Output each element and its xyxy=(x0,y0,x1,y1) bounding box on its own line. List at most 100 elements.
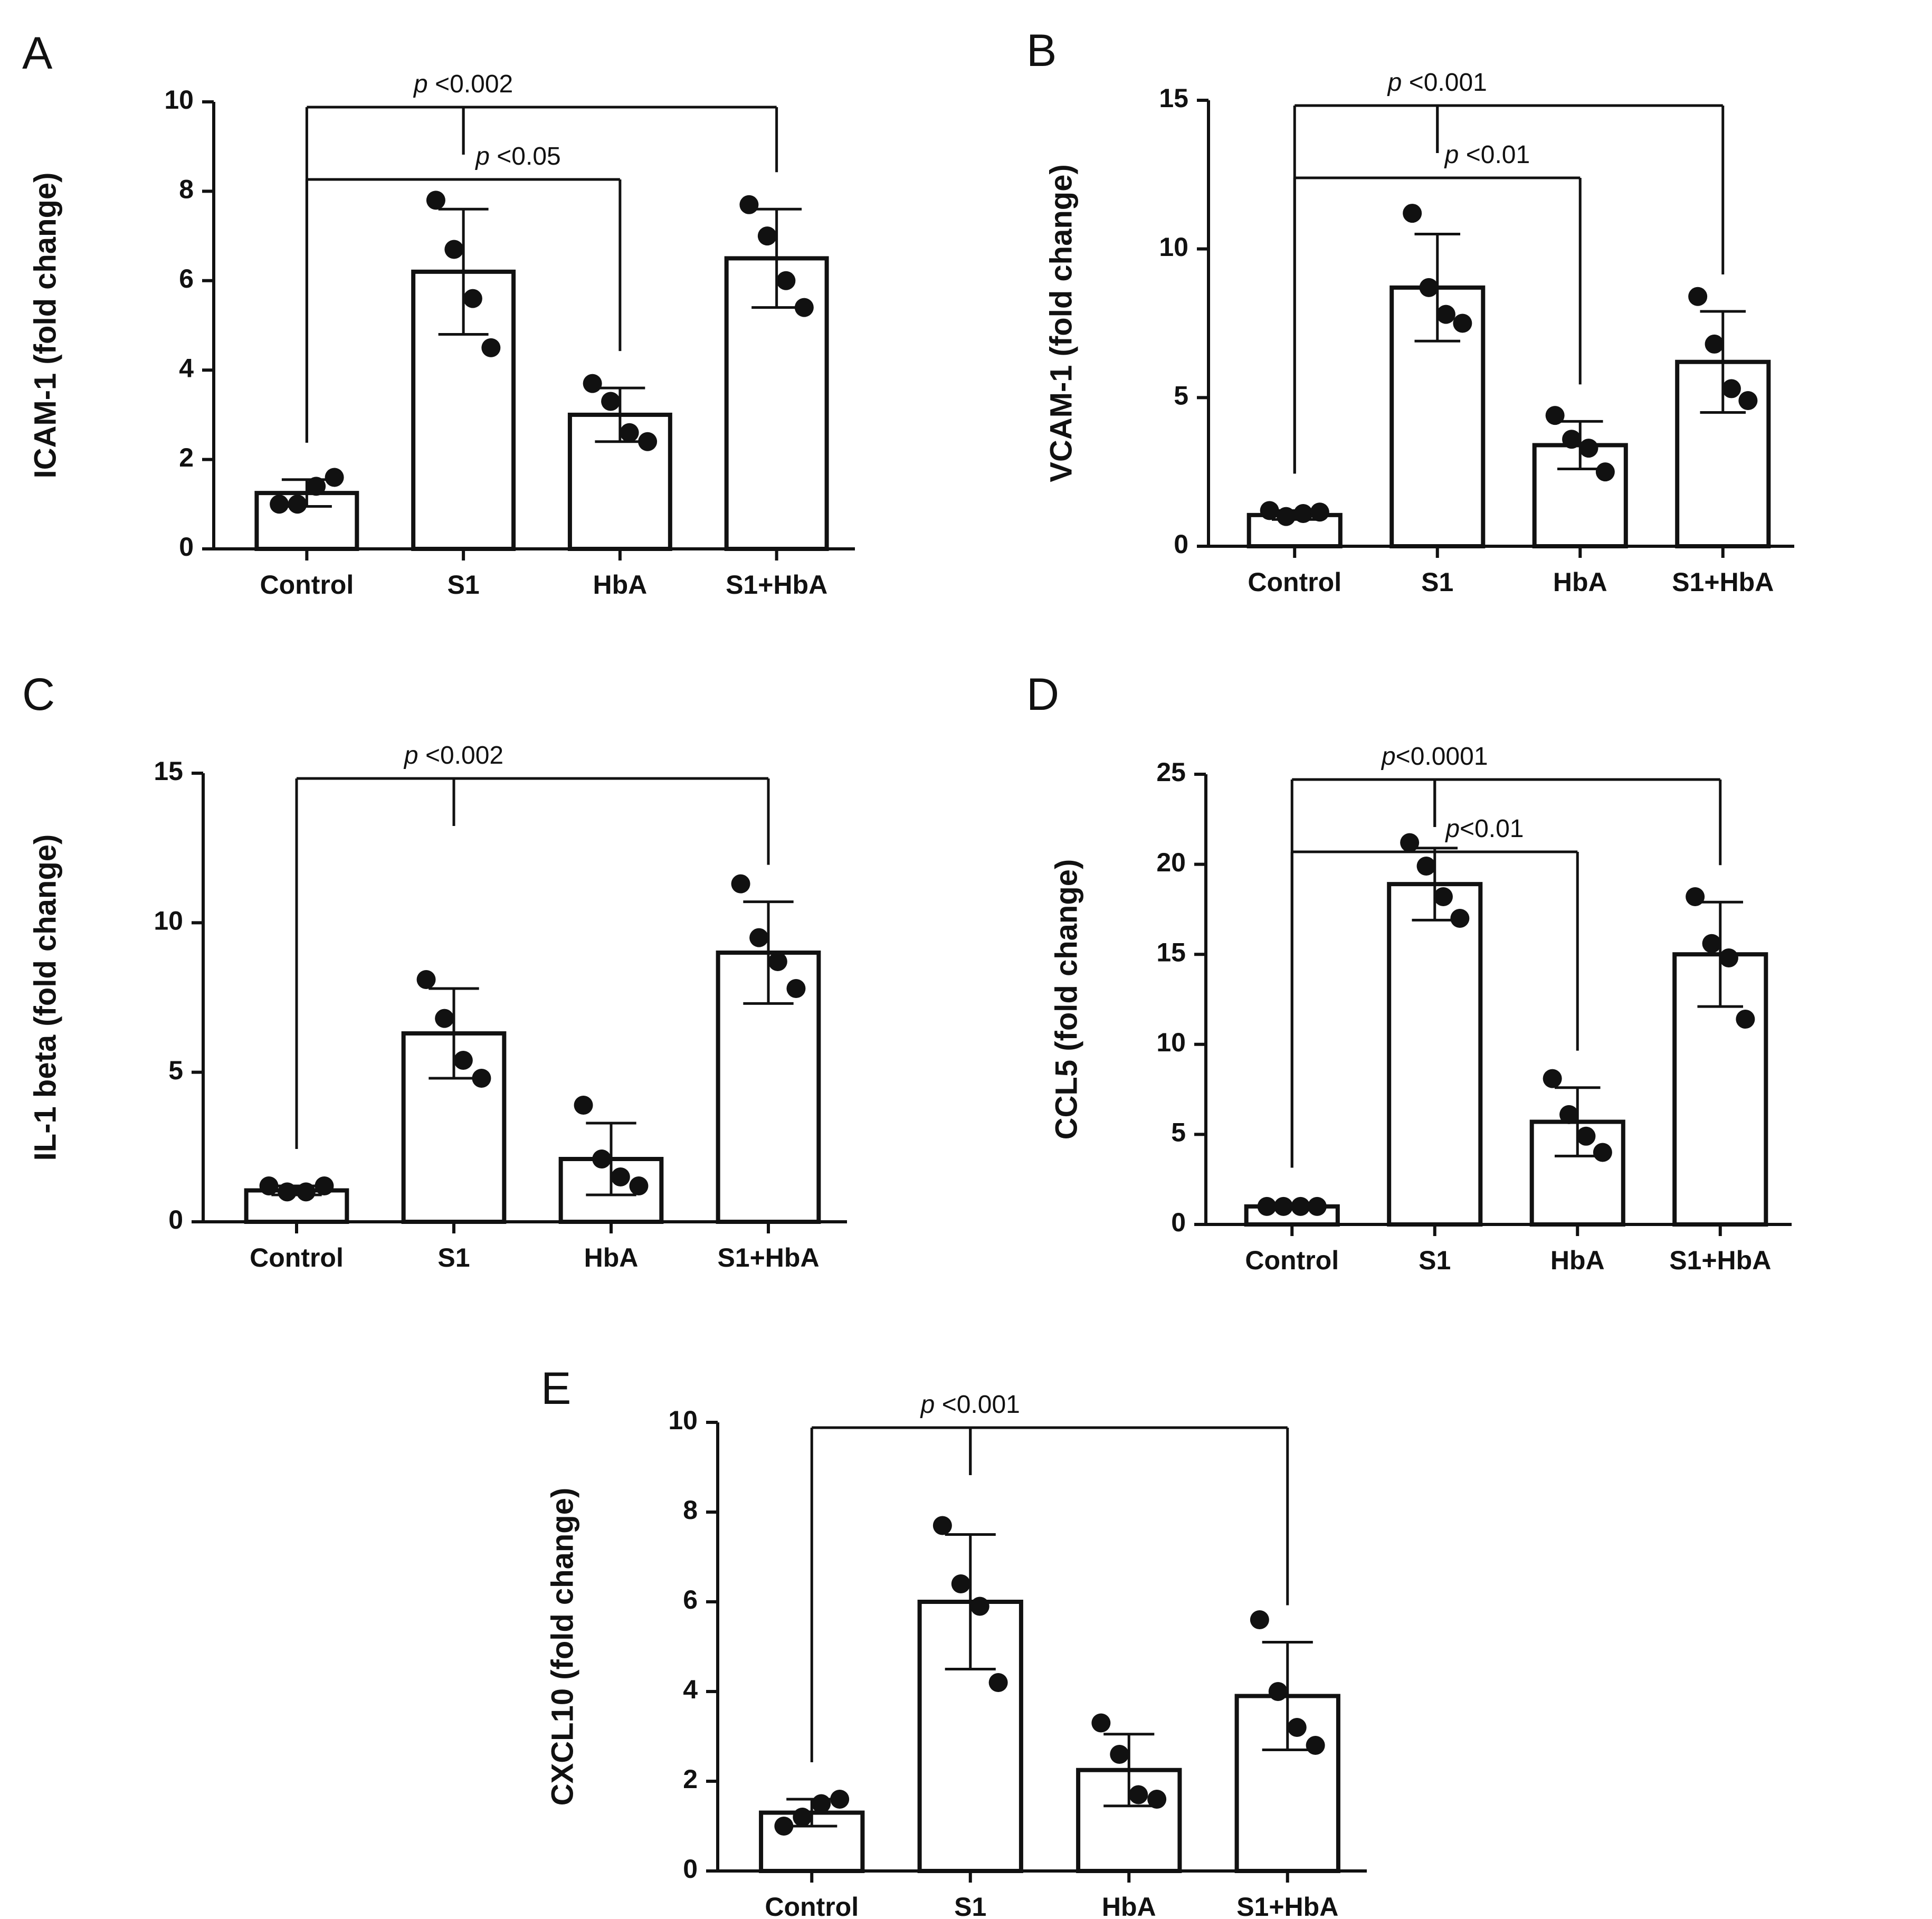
y-tick-label: 8 xyxy=(179,175,194,204)
data-point xyxy=(307,477,326,496)
data-point xyxy=(757,226,777,246)
data-point xyxy=(1250,1610,1269,1629)
data-point xyxy=(1595,462,1615,482)
p-value-threshold: <0.001 xyxy=(935,1391,1020,1419)
p-value-label: p <0.002 xyxy=(403,742,503,770)
y-tick-label: 4 xyxy=(179,353,194,383)
x-tick-label: HbA xyxy=(593,570,647,600)
x-tick-label: Control xyxy=(765,1892,859,1919)
x-tick-label: S1 xyxy=(954,1892,986,1919)
panel-label: A xyxy=(22,28,53,79)
p-value-symbol: p xyxy=(474,142,490,170)
y-tick-label: 0 xyxy=(168,1205,183,1234)
data-point xyxy=(278,1182,297,1202)
p-value-symbol: p xyxy=(1444,815,1460,843)
y-tick-label: 5 xyxy=(1174,381,1188,411)
data-point xyxy=(1110,1745,1129,1764)
y-tick-label: 15 xyxy=(154,756,183,786)
data-point xyxy=(1450,908,1470,928)
data-point xyxy=(1310,502,1329,522)
x-tick-label: Control xyxy=(1245,1246,1339,1275)
p-value-threshold: <0.001 xyxy=(1402,69,1487,97)
p-value-label: p <0.01 xyxy=(1444,141,1530,169)
y-axis-title: ICAM-1 (fold change) xyxy=(28,173,62,479)
data-point xyxy=(1705,334,1724,354)
x-tick-label: HbA xyxy=(1102,1892,1156,1919)
data-point xyxy=(435,1009,454,1028)
data-point xyxy=(1721,379,1741,398)
y-axis-title: CXCL10 (fold change) xyxy=(545,1488,579,1806)
data-point xyxy=(1433,887,1453,907)
x-tick-label: Control xyxy=(260,570,354,600)
data-point xyxy=(932,1516,952,1535)
x-tick-label: S1+HbA xyxy=(1672,567,1774,597)
y-tick-label: 10 xyxy=(154,906,183,936)
data-point xyxy=(270,495,289,514)
data-point xyxy=(325,468,344,487)
data-point xyxy=(1562,430,1582,449)
data-point xyxy=(1436,305,1455,324)
data-point xyxy=(1306,1736,1325,1755)
p-value-label: p<0.01 xyxy=(1444,815,1524,843)
data-point xyxy=(793,1808,812,1827)
data-point xyxy=(583,374,602,393)
panel-c: C IL-1 beta (fold change) 0 5 10 15 Control S1 H… xyxy=(22,669,847,1272)
y-tick-label: 25 xyxy=(1156,757,1186,787)
data-point xyxy=(1403,204,1422,223)
x-tick-label: S1+HbA xyxy=(1236,1892,1338,1919)
data-point xyxy=(786,979,806,998)
data-point xyxy=(1091,1713,1111,1733)
data-point xyxy=(1719,948,1738,968)
x-tick-label: HbA xyxy=(1550,1246,1605,1275)
p-value-threshold: <0.05 xyxy=(490,142,561,170)
data-point xyxy=(1688,287,1708,306)
y-tick-label: 0 xyxy=(683,1854,698,1884)
data-point xyxy=(1307,1196,1327,1216)
p-value-symbol: p xyxy=(1387,69,1402,97)
data-point xyxy=(1274,1196,1293,1216)
data-point xyxy=(1287,1718,1307,1737)
panel-b: B VCAM-1 (fold change) 0 5 10 15 Control S1 HbA S… xyxy=(1026,25,1794,597)
data-point xyxy=(444,240,464,259)
data-point xyxy=(1576,1126,1596,1146)
y-tick-label: 20 xyxy=(1156,848,1186,877)
panel-label: D xyxy=(1026,669,1059,720)
y-tick-label: 4 xyxy=(683,1675,698,1704)
y-tick-label: 0 xyxy=(1171,1208,1186,1237)
data-point xyxy=(1702,934,1721,953)
p-value-threshold: <0.01 xyxy=(1460,815,1524,843)
x-tick-label: HbA xyxy=(1553,567,1607,597)
data-point xyxy=(1593,1143,1612,1162)
y-tick-label: 6 xyxy=(683,1585,698,1614)
x-tick-label: HbA xyxy=(584,1243,639,1272)
y-tick-label: 10 xyxy=(668,1405,698,1435)
data-point xyxy=(1400,833,1420,852)
data-point xyxy=(1545,406,1565,425)
y-axis-title: IL-1 beta (fold change) xyxy=(28,834,62,1161)
data-point xyxy=(774,1817,794,1836)
data-point xyxy=(416,970,436,989)
data-point xyxy=(1559,1105,1579,1124)
y-tick-label: 10 xyxy=(164,85,194,115)
data-point xyxy=(1686,887,1705,907)
data-point xyxy=(1257,1196,1277,1216)
data-point xyxy=(620,423,639,442)
data-point xyxy=(472,1069,491,1088)
data-point xyxy=(1543,1069,1562,1088)
data-point xyxy=(592,1150,612,1168)
panel-a: A ICAM-1 (fold change) 0 2 4 6 8 10 Control S1 HbA… xyxy=(22,28,855,600)
bar-s1 xyxy=(1387,882,1483,1227)
p-value-label: p <0.001 xyxy=(920,1391,1020,1419)
data-point xyxy=(1129,1785,1148,1804)
data-point xyxy=(812,1794,831,1813)
data-point xyxy=(463,289,482,308)
bar-s1 xyxy=(411,269,516,551)
bar-s1-hba xyxy=(1672,952,1768,1227)
data-point xyxy=(426,191,445,210)
y-axis-title: VCAM-1 (fold change) xyxy=(1044,164,1078,482)
y-axis-title: CCL5 (fold change) xyxy=(1049,859,1083,1140)
p-value-label: p<0.0001 xyxy=(1381,743,1488,771)
data-point xyxy=(1268,1682,1288,1701)
p-value-symbol: p xyxy=(403,742,418,770)
p-value-symbol: p xyxy=(1381,743,1396,771)
